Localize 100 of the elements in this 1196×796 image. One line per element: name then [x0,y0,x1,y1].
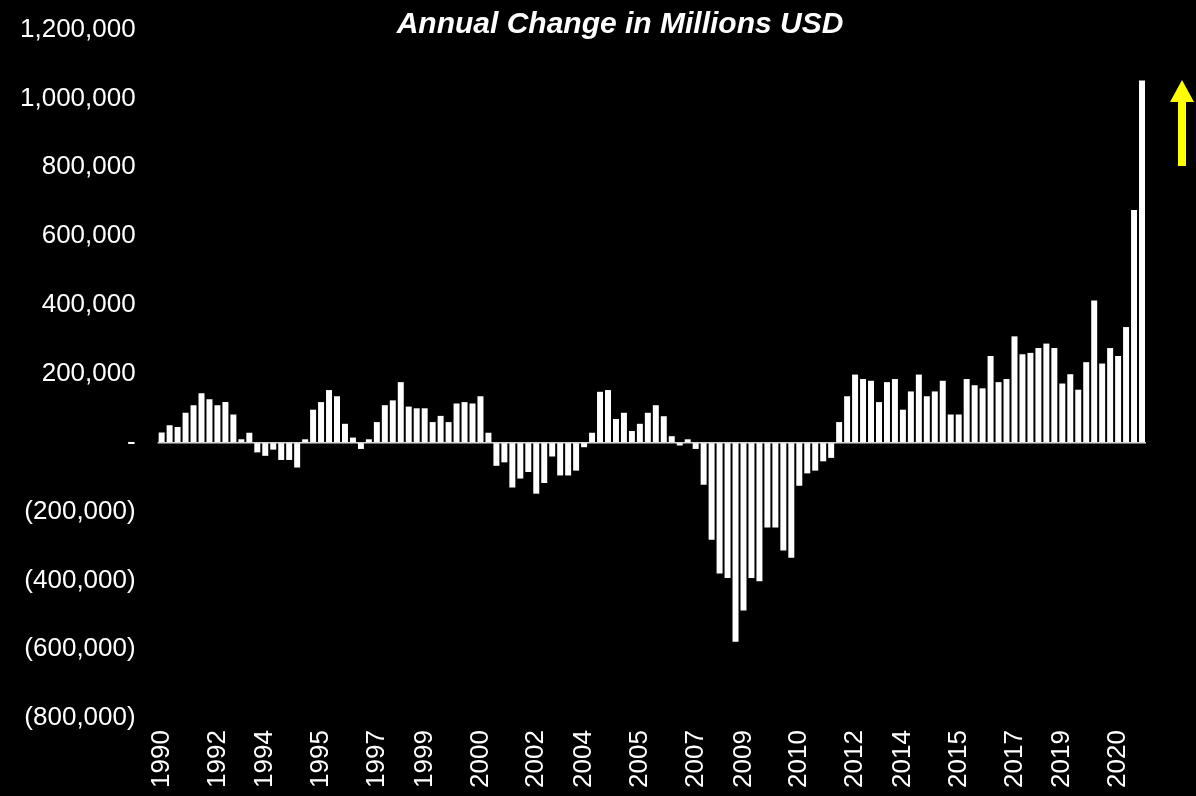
bar [852,374,859,443]
y-tick-label: - [127,425,136,456]
bar [1123,327,1130,443]
x-tick-label: 2012 [838,730,869,788]
bar [788,442,795,558]
bar [971,385,978,443]
bar [732,442,739,642]
bar [764,442,771,528]
bar [174,426,181,443]
bar [341,423,348,443]
x-tick-label: 1990 [144,730,175,788]
bar [294,442,301,468]
bar [700,442,707,485]
bar [397,382,404,443]
bar [278,442,285,460]
bar [1027,352,1034,443]
bar [310,409,317,443]
bar [549,442,556,457]
x-tick-label: 2002 [519,730,550,788]
bar [804,442,811,474]
bar [1019,354,1026,443]
y-tick-label: 400,000 [41,288,136,319]
x-tick-label: 2015 [941,730,972,788]
bar [541,442,548,484]
bar [166,425,173,443]
bar [405,406,412,443]
bar [573,442,580,471]
bar [860,379,867,443]
bar [182,412,189,443]
x-tick-label: 1992 [200,730,231,788]
bar [158,432,165,443]
y-tick-label: (200,000) [24,494,136,525]
bar [724,442,731,579]
bar [844,396,851,443]
bar [1075,389,1082,443]
x-tick-label: 2017 [997,730,1028,788]
x-tick-label: 2004 [567,730,598,788]
bar [979,388,986,443]
bar [565,442,572,476]
bar [485,432,492,443]
bar [517,442,524,479]
bar [262,442,269,456]
y-tick-label: 1,000,000 [20,81,136,112]
bar [907,391,914,443]
bar [373,422,380,443]
bar [493,442,500,466]
bar [620,412,627,443]
bar [1107,348,1114,443]
y-tick-label: (600,000) [24,632,136,663]
bar [836,422,843,443]
y-tick-label: 1,200,000 [20,12,136,43]
bar [326,390,333,443]
bar [1139,80,1145,443]
bar [429,422,436,443]
x-tick-label: 2007 [678,730,709,788]
bar [947,414,954,443]
y-tick-label: 200,000 [41,357,136,388]
bar [270,442,277,450]
x-tick-label: 1999 [407,730,438,788]
x-tick-label: 2009 [726,730,757,788]
bar [820,442,827,462]
bar [716,442,723,574]
bar [883,382,890,443]
bar [995,382,1002,443]
bar [214,405,221,443]
bar [334,396,340,443]
bar [628,431,635,443]
bar [772,442,779,528]
bar [381,405,388,443]
bar [828,442,835,458]
bar [708,442,715,540]
bar [589,432,596,443]
bar [876,402,882,443]
bar [1067,374,1074,443]
bar [1115,355,1122,443]
x-tick-label: 1994 [248,730,279,788]
bar [597,391,604,443]
bar [501,442,508,463]
bar [1035,348,1042,443]
bar [206,399,213,443]
bar [748,442,755,579]
x-tick-label: 1997 [360,730,391,788]
y-tick-label: 600,000 [41,219,136,250]
y-tick-label: 800,000 [41,150,136,181]
bar [477,396,484,443]
bar [963,379,970,443]
x-tick-label: 1995 [304,730,335,788]
x-tick-label: 2020 [1101,730,1132,788]
bar [899,409,906,443]
bar [286,442,293,460]
bar [955,414,962,443]
bar [605,390,611,443]
bar [453,403,460,443]
bar [939,380,946,443]
chart-title: Annual Change in Millions USD [395,6,845,40]
bar [190,405,197,443]
bar [1083,362,1090,443]
bar [780,442,787,551]
bar [1051,348,1058,443]
bar [254,442,261,453]
